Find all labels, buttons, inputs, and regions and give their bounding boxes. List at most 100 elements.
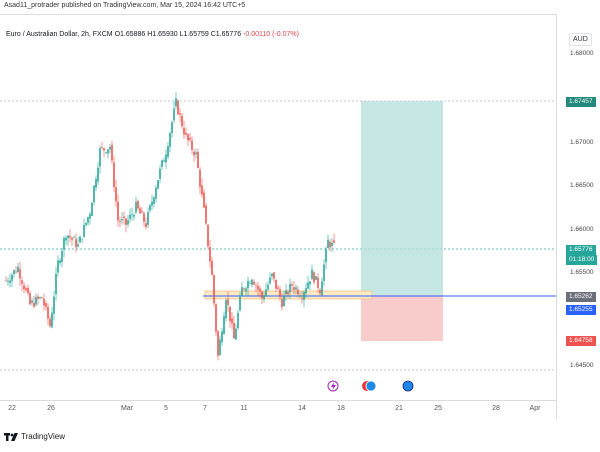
candle-body: [27, 287, 29, 294]
candle-body: [125, 218, 127, 225]
candle-body: [295, 287, 297, 290]
candle-body: [147, 212, 149, 225]
candle-body: [265, 289, 267, 297]
candle-body: [45, 303, 47, 307]
candle-body: [121, 219, 123, 221]
candle-body: [73, 237, 75, 239]
candle-body: [75, 239, 77, 248]
candle-body: [165, 154, 167, 163]
candle-body: [155, 187, 157, 199]
candle-body: [203, 192, 205, 208]
candle-body: [179, 113, 181, 115]
candle-body: [309, 281, 311, 285]
candle-body: [113, 162, 115, 188]
x-tick: 21: [395, 405, 403, 412]
currency-label[interactable]: AUD: [569, 33, 592, 46]
time-axis[interactable]: [0, 400, 556, 420]
y-tick: 1.66500: [570, 182, 594, 189]
candle-body: [149, 205, 151, 211]
candle-body: [301, 298, 303, 300]
candle-body: [275, 279, 277, 289]
candle-body: [241, 287, 243, 296]
candle-body: [29, 293, 31, 305]
candle-body: [171, 122, 173, 134]
candle-body: [43, 298, 45, 306]
x-tick: 5: [164, 405, 168, 412]
candle-body: [249, 282, 251, 284]
candle-body: [271, 273, 273, 277]
candle-body: [233, 322, 235, 339]
candle-body: [237, 312, 239, 328]
candle-body: [87, 217, 89, 223]
candle-body: [307, 282, 309, 289]
candle-body: [229, 306, 231, 322]
candle-body: [69, 235, 71, 238]
candle-body: [139, 208, 141, 214]
candle-body: [253, 281, 255, 285]
candle-body: [293, 287, 295, 290]
candle-body: [259, 288, 261, 292]
candle-body: [205, 205, 207, 224]
candle-body: [333, 240, 335, 243]
candle-body: [79, 236, 81, 243]
bar-countdown-tag: 01:18:00: [566, 255, 598, 265]
candle-body: [219, 339, 221, 355]
price-change: -0.00110 (-0.07%): [243, 31, 299, 38]
symbol-name: Euro / Australian Dollar, 2h, FXCM: [6, 31, 113, 38]
candle-body: [283, 296, 285, 306]
economic-event-icon: [365, 380, 377, 392]
candle-body: [159, 168, 161, 179]
candle-body: [235, 328, 237, 340]
candle-body: [163, 160, 165, 162]
tradingview-brand: TradingView: [21, 432, 66, 441]
candle-body: [317, 277, 319, 288]
candle-body: [291, 284, 293, 286]
candle-body: [321, 281, 323, 296]
candle-body: [59, 260, 61, 264]
candle-body: [129, 214, 131, 219]
candle-body: [55, 273, 57, 295]
candle-body: [177, 100, 179, 115]
candle-body: [167, 146, 169, 157]
price-axis[interactable]: [556, 14, 600, 419]
candle-body: [319, 289, 321, 294]
candle-body: [13, 270, 15, 275]
candle-body: [115, 187, 117, 202]
candle-body: [153, 197, 155, 204]
candle-body: [213, 275, 215, 304]
candle-body: [267, 284, 269, 290]
candle-body: [67, 235, 69, 239]
candle-body: [297, 289, 299, 295]
ohlc-open: O1.65886: [114, 31, 146, 38]
candle-body: [331, 242, 333, 246]
candle-body: [91, 202, 93, 216]
candle-body: [95, 178, 97, 188]
economic-event-icon: [402, 380, 414, 392]
candle-body: [105, 152, 107, 154]
candle-body: [217, 331, 219, 356]
candle-body: [99, 148, 101, 167]
candle-body: [313, 272, 315, 283]
ohlc-high: H1.65930: [147, 31, 178, 38]
candle-body: [7, 280, 9, 282]
candle-body: [97, 167, 99, 182]
candle-body: [305, 288, 307, 294]
candle-body: [141, 211, 143, 213]
candle-body: [183, 127, 185, 135]
last-price-tag: 1.65776: [566, 245, 596, 255]
candle-body: [31, 300, 33, 303]
candle-body: [311, 269, 313, 280]
price-chart[interactable]: [0, 0, 556, 400]
candle-body: [145, 223, 147, 227]
candle-body: [215, 304, 217, 332]
tradingview-logo[interactable]: TradingView: [4, 432, 65, 441]
candle-body: [63, 237, 65, 250]
candle-body: [17, 266, 19, 273]
candle-body: [281, 299, 283, 308]
candle-body: [257, 285, 259, 290]
candle-body: [189, 137, 191, 140]
candle-body: [151, 201, 153, 206]
chart-area[interactable]: [0, 14, 600, 420]
candle-body: [77, 244, 79, 247]
candle-body: [157, 180, 159, 189]
